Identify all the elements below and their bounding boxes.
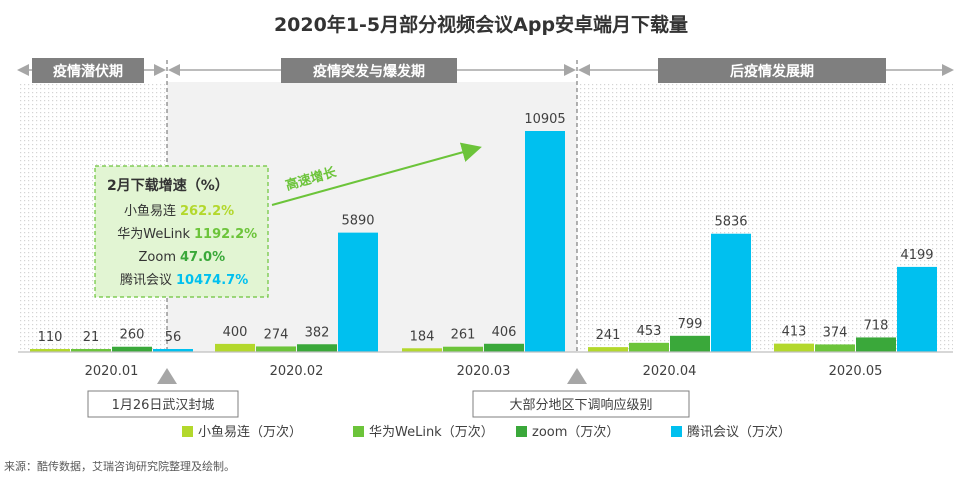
bar-2020.03-0 [402,348,442,352]
phase-label-box-outbreak [281,58,457,83]
legend-swatch [353,426,364,437]
x-tick-label: 2020.01 [85,364,139,379]
event-box-lockdown [87,390,239,418]
bar-2020.03-3 [525,131,565,352]
bar-2020.01-0 [30,349,70,352]
bar-value-label: 274 [264,327,289,342]
bar-value-label: 406 [492,325,517,340]
legend-swatch [182,426,193,437]
growth-value-0: 262.2% [180,204,234,219]
bar-value-label: 374 [823,325,848,340]
bar-2020.05-1 [815,344,855,352]
bar-2020.03-2 [484,343,524,352]
x-tick-label: 2020.05 [829,364,883,379]
event-label-lockdown: 1月26日武汉封城 [112,398,215,413]
bar-2020.05-2 [856,337,896,352]
growth-box [94,165,269,298]
phase-label-outbreak: 疫情突发与爆发期 [313,63,425,80]
svg-text:Zoom: Zoom [139,250,176,265]
event-box-downgrade [472,390,690,418]
x-tick-label: 2020.03 [457,364,511,379]
legend: 小鱼易连（万次） 华为WeLink（万次） zoom（万次） 腾讯会议（万次） [182,424,791,440]
bar-value-label: 718 [864,318,889,333]
growth-row-0: 小鱼易连 262.2% [124,203,234,219]
bar-2020.02-1 [256,346,296,352]
legend-label: 腾讯会议（万次） [687,424,791,440]
x-tick-labels: 2020.01 2020.02 2020.03 2020.04 2020.05 [85,364,883,379]
bar-2020.02-3 [338,232,378,352]
bar-value-label: 453 [637,324,662,339]
growth-name-1: 华为WeLink [117,227,190,242]
bar-value-label: 382 [305,325,330,340]
svg-text:腾讯会议: 腾讯会议 [120,272,172,288]
x-tick-label: 2020.04 [643,364,697,379]
legend-label: zoom（万次） [532,424,619,440]
bar-value-label: 10905 [524,112,565,127]
bar-value-label: 5890 [341,214,374,229]
source-note: 来源：酷传数据，艾瑞咨询研究院整理及绘制。 [4,459,235,473]
phase-label-box-post [658,58,886,83]
growth-arrow [271,142,482,206]
bar-value-labels: 110 21 260 56 400 274 382 5890 184 261 406 10905 241… [38,112,934,345]
phase-label-post: 后疫情发展期 [730,63,814,80]
event-marker-downgrade [567,368,587,384]
growth-box-title: 2月下载增速（%） [107,177,229,194]
phase-label-latent: 疫情潜伏期 [53,63,123,80]
bar-2020.01-3 [153,349,193,352]
bar-value-label: 413 [782,325,807,340]
bar-value-label: 241 [596,328,621,343]
bar-value-label: 110 [38,330,63,345]
svg-text:华为WeLink: 华为WeLink [117,227,190,242]
growth-value-3: 10474.7% [176,273,248,288]
bar-value-label: 4199 [900,248,933,263]
bar-value-label: 260 [120,328,145,343]
growth-value-2: 47.0% [180,250,225,265]
event-marker-lockdown [157,368,177,384]
bar-2020.04-1 [629,342,669,352]
growth-row-1: 华为WeLink 1192.2% [117,227,257,242]
svg-text:小鱼易连: 小鱼易连 [124,203,176,219]
growth-name-2: Zoom [139,250,176,265]
phase-label-box-latent [32,58,144,83]
bar-2020.02-2 [297,344,337,352]
chart-title: 2020年1-5月部分视频会议App安卓端月下载量 [274,13,688,36]
legend-swatch [671,426,682,437]
bar-2020.04-3 [711,233,751,352]
bar-value-label: 5836 [714,215,747,230]
bar-2020.01-1 [71,349,111,352]
legend-label: 小鱼易连（万次） [198,424,302,440]
growth-row-3: 腾讯会议 10474.7% [120,272,248,288]
bar-2020.04-2 [670,335,710,352]
bar-value-label: 261 [451,328,476,343]
bar-2020.01-2 [112,346,152,352]
bar-2020.04-0 [588,347,628,352]
x-tick-label: 2020.02 [270,364,324,379]
phase-background-post [577,82,953,352]
bar-value-label: 400 [223,325,248,340]
bar-2020.05-0 [774,343,814,352]
growth-row-2: Zoom 47.0% [139,250,226,265]
bar-series-group [30,131,937,352]
legend-label: 华为WeLink（万次） [369,424,494,440]
event-label-downgrade: 大部分地区下调响应级别 [509,397,652,413]
growth-name-3: 腾讯会议 [120,272,172,288]
bar-2020.03-1 [443,346,483,352]
growth-name-0: 小鱼易连 [124,203,176,219]
bar-value-label: 56 [165,330,182,345]
legend-swatch [516,426,527,437]
bar-value-label: 799 [678,317,703,332]
growth-value-1: 1192.2% [194,227,257,242]
bar-2020.05-3 [897,266,937,352]
bar-value-label: 184 [410,329,435,344]
bar-value-label: 21 [83,330,100,345]
bar-2020.02-0 [215,343,255,352]
